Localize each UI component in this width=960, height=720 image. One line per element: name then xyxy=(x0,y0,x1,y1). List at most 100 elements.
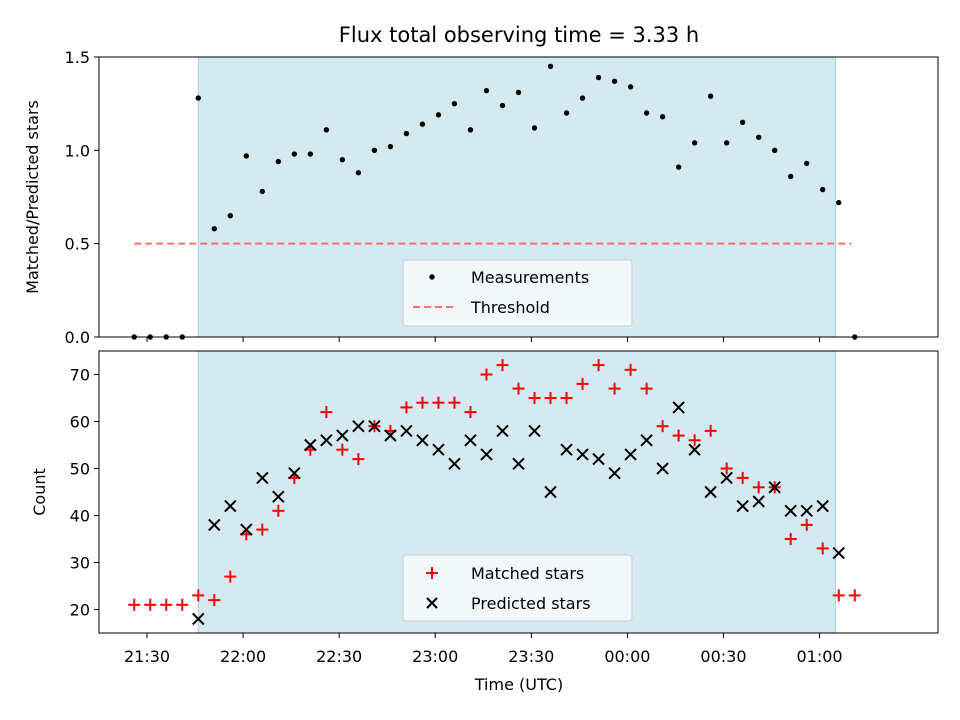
bottom-panel-marks xyxy=(128,359,861,626)
data-point xyxy=(243,153,250,159)
data-point xyxy=(547,63,554,70)
data-point xyxy=(483,87,490,94)
data-point xyxy=(832,546,845,560)
data-point xyxy=(496,424,509,438)
data-point xyxy=(467,127,474,133)
data-point xyxy=(688,434,701,447)
data-point xyxy=(804,160,810,167)
data-point xyxy=(672,401,685,414)
data-point xyxy=(224,499,237,513)
top-y-axis-label: Matched/Predicted stars xyxy=(23,100,42,294)
y-tick-label: 1.0 xyxy=(65,141,90,160)
data-point xyxy=(595,74,602,81)
data-point xyxy=(371,147,378,154)
data-point xyxy=(579,95,586,101)
data-point xyxy=(432,443,445,456)
data-point xyxy=(624,363,637,376)
data-point xyxy=(256,471,269,485)
legend-matched-label: Matched stars xyxy=(471,564,584,583)
data-point xyxy=(563,110,570,116)
x-tick-label: 00:30 xyxy=(700,647,746,666)
data-point xyxy=(208,518,221,532)
y-tick-label: 50 xyxy=(70,460,90,479)
data-point xyxy=(336,429,349,442)
data-point xyxy=(448,457,461,471)
data-point xyxy=(608,466,621,480)
data-point xyxy=(691,140,698,146)
data-point xyxy=(240,523,253,536)
data-point xyxy=(659,114,666,120)
x-tick-label: 00:00 xyxy=(604,647,650,666)
data-point xyxy=(560,392,573,404)
data-point xyxy=(800,518,813,531)
data-point xyxy=(816,542,829,555)
data-point xyxy=(307,151,314,157)
data-point xyxy=(640,382,653,395)
data-point xyxy=(403,130,410,137)
data-point xyxy=(480,368,493,381)
data-point xyxy=(499,102,506,109)
data-point xyxy=(544,485,557,499)
data-point xyxy=(144,598,157,611)
data-point xyxy=(432,396,445,409)
data-point xyxy=(723,140,730,146)
x-tick-label: 23:00 xyxy=(412,647,458,666)
data-point xyxy=(320,434,333,447)
y-tick-label: 60 xyxy=(70,413,90,432)
data-point xyxy=(176,598,189,611)
bottom-panel-frame xyxy=(98,350,939,634)
legend-predicted-marker xyxy=(426,597,438,609)
x-tick-label: 23:30 xyxy=(508,647,554,666)
data-point xyxy=(419,121,426,127)
data-point xyxy=(784,504,797,518)
data-point xyxy=(592,452,605,466)
legend-predicted-label: Predicted stars xyxy=(471,594,591,613)
data-point xyxy=(259,188,266,195)
legend-matched-marker xyxy=(426,567,438,579)
bottom-legend: Matched stars Predicted stars xyxy=(402,554,633,622)
legend-threshold-label: Threshold xyxy=(470,298,550,317)
data-point xyxy=(848,589,861,602)
data-point xyxy=(544,392,557,404)
data-point xyxy=(656,420,669,433)
data-point xyxy=(515,89,522,96)
data-point xyxy=(624,448,637,461)
data-point xyxy=(384,429,397,442)
data-point xyxy=(643,110,650,116)
chart-title: Flux total observing time = 3.33 h xyxy=(339,23,699,47)
bottom-legend-box xyxy=(402,554,633,622)
data-point xyxy=(272,504,285,517)
data-point xyxy=(720,471,733,485)
data-point xyxy=(195,95,201,101)
data-point xyxy=(820,186,826,193)
data-point xyxy=(736,471,749,484)
data-point xyxy=(576,448,589,461)
data-point xyxy=(640,434,653,447)
data-point xyxy=(720,462,733,475)
x-tick-label: 01:00 xyxy=(796,647,842,666)
data-point xyxy=(576,377,589,390)
data-point xyxy=(192,612,205,626)
data-point xyxy=(304,438,317,452)
data-point xyxy=(387,143,394,150)
data-point xyxy=(752,495,765,508)
data-point xyxy=(224,570,237,583)
x-tick-label: 22:30 xyxy=(316,647,362,666)
y-tick-label: 1.5 xyxy=(65,48,90,67)
y-tick-label: 20 xyxy=(70,601,90,620)
data-point xyxy=(368,419,381,433)
top-legend: Measurements Threshold xyxy=(402,259,633,327)
top-panel-marks xyxy=(131,63,858,340)
data-point xyxy=(355,170,362,176)
legend-measurements-marker xyxy=(429,274,435,280)
data-point xyxy=(448,396,461,409)
data-point xyxy=(560,443,573,456)
top-legend-box xyxy=(402,259,633,327)
data-point xyxy=(128,598,141,611)
data-point xyxy=(611,78,618,84)
series-matched-stars xyxy=(128,359,861,611)
data-point xyxy=(608,382,621,395)
x-tick-label: 21:30 xyxy=(124,647,170,666)
data-point xyxy=(800,504,813,518)
data-point xyxy=(352,453,365,466)
